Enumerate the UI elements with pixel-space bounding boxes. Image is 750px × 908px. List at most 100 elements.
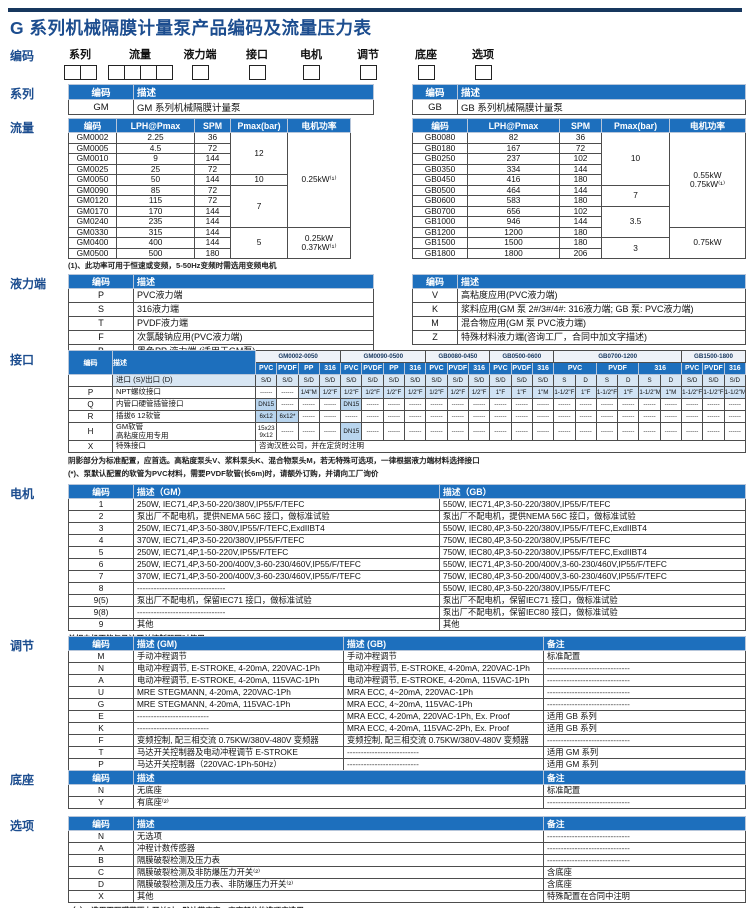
cell: N	[68, 830, 134, 843]
coding-field-label: 系列	[69, 49, 91, 61]
cell: 583	[467, 195, 560, 207]
cell: ------	[574, 410, 597, 423]
table-row: 编码 LPH@Pmax SPM Pmax(bar) 电机功率	[412, 118, 746, 133]
cell: 特殊配置在合同中注明	[543, 890, 746, 903]
cell: 1	[68, 498, 134, 511]
cell: 1-1/2"F	[553, 386, 576, 399]
header-cell: 编码	[68, 636, 134, 651]
cell: S/D	[510, 374, 533, 387]
cell: 其他	[133, 890, 544, 903]
header-cell: PP	[382, 362, 406, 375]
cell: 3	[68, 522, 134, 535]
cell: ------	[404, 398, 427, 411]
cell: 1-1/2"F	[702, 386, 725, 399]
cell: 500	[116, 247, 195, 259]
table-row: F 变频控制, 配三相交流 0.75KW/380V-480V 变频器 变频控制, 配…	[68, 734, 746, 747]
cell: GM软管 高粘度应用专用	[112, 421, 256, 442]
code-box	[80, 65, 97, 80]
cell: 370W, IEC71,4P,3-50-220/380V,IP55/F/TEFC	[133, 534, 440, 547]
interface-note-1: 阴影部分为标准配置，应首选。高粘度泵头V、浆料泵头K、混合物泵头M，若无特殊可选…	[68, 456, 480, 466]
code-box	[303, 65, 321, 80]
cell: K	[68, 722, 134, 735]
cell: ------	[723, 398, 746, 411]
cell: 标准配置	[543, 784, 746, 797]
cell: 6	[68, 558, 134, 571]
cell: 含底座	[543, 878, 746, 891]
cell: 混合物应用(GM 泵 PVC液力端)	[457, 316, 746, 331]
cell: 9	[116, 153, 195, 165]
table-row: M 混合物应用(GM 泵 PVC液力端)	[412, 316, 746, 331]
cell: ------	[638, 398, 661, 411]
cell: 237	[467, 153, 560, 165]
cell: ------	[276, 386, 299, 399]
section-label-base: 底座	[10, 773, 35, 787]
cell: 180	[559, 237, 602, 249]
code-box	[108, 65, 126, 80]
cell: GB1500-1800	[681, 350, 746, 363]
cell: GB 系列机械隔膜计量泵	[457, 99, 746, 115]
cell: GM0005	[68, 142, 117, 154]
cell: 946	[467, 216, 560, 228]
cell: S/D	[318, 374, 342, 387]
cell: PVC液力端	[133, 288, 374, 303]
coding-field-motor: 电机	[286, 46, 336, 80]
cell: 36	[194, 132, 231, 144]
cell: T	[68, 746, 134, 759]
cell: MRA ECC, 4~20mA, 115VAC-1Ph	[343, 698, 544, 711]
table-row: F 次氯酸钠应用(PVC液力端)	[68, 330, 374, 345]
cell: B	[68, 854, 134, 867]
cell: ------	[659, 410, 683, 423]
cell: 标准配置	[543, 650, 746, 663]
table-row: 编码 描述 GM0002-0050 GM0090-0500 GB0080-0450 GB0…	[68, 350, 746, 375]
cell: 1"F	[574, 386, 597, 399]
code-box	[475, 65, 493, 80]
cell: GB0700	[412, 205, 468, 217]
cell: ------	[361, 398, 384, 411]
coding-field-label: 液力端	[183, 49, 217, 61]
table-row: K 浆料应用(GM 泵 2#/3#/4#: 316液力端; GB 泵: PVC液力…	[412, 302, 746, 317]
cell: 隔膜破裂检测及非防爆压力开关⁽²⁾	[133, 866, 544, 879]
cell: ------	[467, 398, 491, 411]
table-row: N 无选项 ------------------------------	[68, 830, 746, 843]
header-cell: 316	[404, 362, 427, 375]
header-cell: 316	[531, 362, 555, 375]
cell: GB0700-1200	[553, 350, 683, 363]
cell: 550W, IEC71,4P,3-50-200/400V,3-60-230/46…	[439, 558, 746, 571]
header-cell: 描述	[133, 274, 374, 289]
cell: P	[68, 288, 134, 303]
cell: S	[638, 374, 661, 387]
cell: 1800	[467, 247, 560, 259]
code-box	[360, 65, 378, 80]
cell: GB0600	[412, 195, 468, 207]
cell: 1/2"F	[318, 386, 342, 399]
code-boxes	[232, 65, 282, 80]
cell: ------	[361, 410, 384, 423]
cell: 102	[559, 205, 602, 217]
table-row: GB0250 237 102	[412, 153, 746, 165]
hydraulic-end-left-table: 编码 描述 P PVC液力端 S 316液力端 T PVDF液力端 F 次氯酸钠应用(PVC液力端…	[68, 274, 374, 359]
header-cell: 编码	[412, 274, 458, 289]
cell: U	[68, 686, 134, 699]
cell: 手动冲程调节	[343, 650, 544, 663]
table-row: GB0180 167 72	[412, 142, 746, 154]
code-boxes	[100, 65, 180, 80]
header-cell: 编码	[68, 274, 134, 289]
header-cell: PVC	[489, 362, 512, 375]
cell: 马达开关控制器及电动冲程调节 E-STROKE	[133, 746, 344, 759]
header-cell: PVC	[681, 362, 704, 375]
cell: ------	[425, 410, 448, 423]
header-cell: SPM	[559, 118, 602, 133]
cell: ------	[553, 398, 576, 411]
interface-note-2: (*)、泵默认配置的软管为PVC材料，需要PVDF软管(长6m)时，请额外订购，…	[68, 469, 379, 479]
cell: ------	[318, 410, 342, 423]
interface-table: 编码 描述 GM0002-0050 GM0090-0500 GB0080-0450 GB0…	[68, 350, 746, 454]
cell: 6x12*	[276, 410, 299, 423]
cell: 180	[194, 247, 231, 259]
cell: T	[68, 316, 134, 331]
table-row: GM0240 235 144	[68, 216, 351, 228]
coding-field-label: 选项	[472, 49, 494, 61]
cell: 144	[194, 216, 231, 228]
cell: 适用 GM 系列	[543, 758, 746, 771]
cell: DN15	[254, 398, 278, 411]
cell: 1/2"F	[467, 386, 491, 399]
